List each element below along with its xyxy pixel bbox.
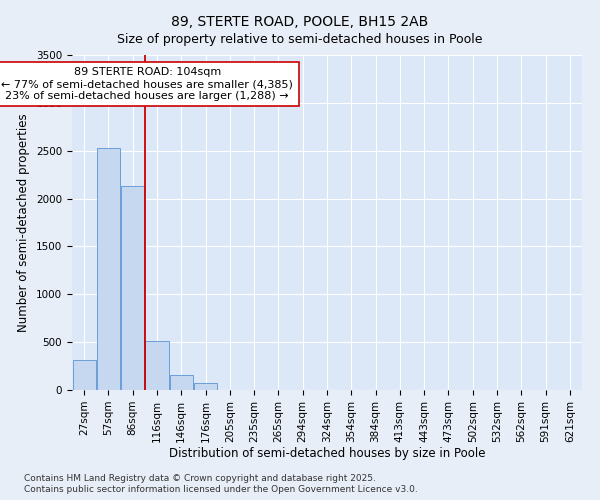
Bar (73, 360, 95, 390)
Bar (170, 375, 193, 390)
X-axis label: Distribution of semi-detached houses by size in Poole: Distribution of semi-detached houses by … (169, 448, 485, 460)
Bar (145, 341, 169, 390)
Text: 89 STERTE ROAD: 104sqm
← 77% of semi-detached houses are smaller (4,385)
23% of : 89 STERTE ROAD: 104sqm ← 77% of semi-det… (1, 68, 293, 100)
Text: Size of property relative to semi-detached houses in Poole: Size of property relative to semi-detach… (117, 32, 483, 46)
Text: 89, STERTE ROAD, POOLE, BH15 2AB: 89, STERTE ROAD, POOLE, BH15 2AB (172, 15, 428, 29)
Bar (97, 148, 120, 390)
Bar (121, 186, 144, 390)
Y-axis label: Number of semi-detached properties: Number of semi-detached properties (17, 113, 31, 332)
Bar (194, 383, 217, 390)
Text: Contains HM Land Registry data © Crown copyright and database right 2025.
Contai: Contains HM Land Registry data © Crown c… (24, 474, 418, 494)
